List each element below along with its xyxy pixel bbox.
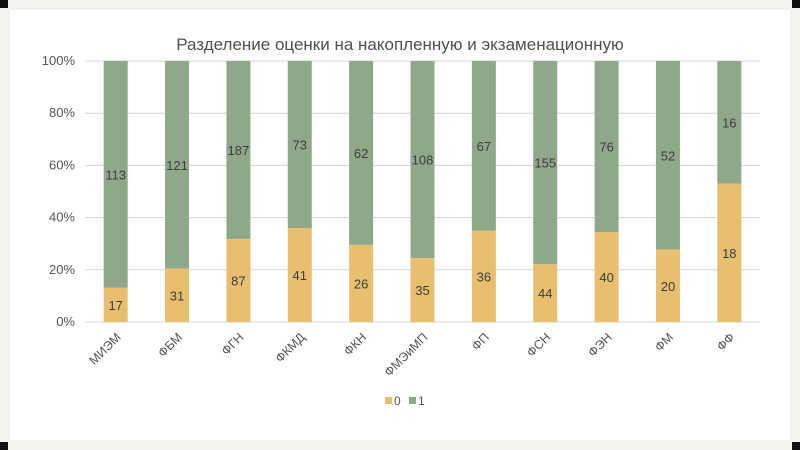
legend-item-series-1: 1 [409,394,425,408]
legend-item-series-0: 0 [385,394,401,408]
data-label-series-0: 18 [722,246,736,261]
x-category-label: ФГН [219,330,247,358]
bar-group: 36 67 [471,61,496,322]
bar-series-0 [226,239,251,322]
data-label-series-1: 108 [412,153,434,168]
x-category-label: ФКМД [273,330,308,365]
y-tick-label: 40% [49,210,75,225]
data-label-series-1: 113 [105,167,126,182]
data-label-series-1: 62 [354,146,368,161]
x-category-label: ФКН [341,330,369,358]
data-label-series-0: 26 [354,276,368,291]
bar-series-0 [410,258,435,322]
bar-series-0 [594,232,619,322]
corner-mark-bottom-right [792,442,800,450]
bar-series-0 [533,264,558,322]
bar-group: 40 76 [594,61,619,322]
data-label-series-0: 17 [108,298,122,313]
bar-series-0 [103,287,128,322]
bar-series-1 [410,61,435,259]
data-label-series-0: 36 [477,269,491,284]
y-tick-label: 20% [49,262,75,277]
data-label-series-1: 76 [599,140,613,155]
legend-label: 1 [418,394,425,408]
bar-series-1 [165,61,190,269]
bar-series-1 [655,61,680,250]
data-label-series-0: 35 [415,283,429,298]
data-label-series-1: 121 [166,158,188,173]
data-label-series-0: 40 [599,270,613,285]
x-category-label: ФМЭиМП [382,330,431,379]
data-label-series-1: 187 [228,143,250,158]
x-category-label: ФСН [524,330,553,359]
data-label-series-1: 52 [661,148,675,163]
bar-series-1 [471,61,496,231]
y-tick-label: 0% [56,314,75,329]
x-axis: МИЭМ ФБМ ФГН ФКМД ФКН ФМЭиМП ФП ФСН ФЭН ФМ ФФ [86,330,737,379]
y-tick-label: 60% [49,157,75,172]
bar-series-1 [103,61,128,288]
bars: 17 113 31 121 87 187 41 73 26 62 35 108 36 67 44 155 40 7… [103,61,742,322]
data-label-series-0: 44 [538,286,552,301]
bar-group: 26 62 [349,61,374,322]
bar-series-0 [287,228,312,322]
corner-mark-top-right [792,0,800,8]
corner-mark-top-left [0,0,8,8]
y-tick-label: 100% [42,53,76,68]
data-label-series-0: 20 [661,279,675,294]
chart-title: Разделение оценки на накопленную и экзам… [176,35,624,54]
x-category-label: ФБМ [155,330,185,360]
corner-mark-bottom-left [0,442,8,450]
bar-series-1 [287,61,312,229]
x-category-label: МИЭМ [86,330,123,367]
legend-swatch [409,397,416,404]
bar-group: 31 121 [165,61,190,322]
bar-series-0 [471,230,496,322]
data-label-series-1: 16 [722,115,736,130]
bar-series-1 [594,61,619,232]
data-label-series-1: 67 [477,139,491,154]
bar-series-1 [349,61,374,245]
data-label-series-1: 73 [293,138,307,153]
bar-series-0 [349,244,374,322]
bar-series-0 [655,249,680,322]
x-category-label: ФП [469,330,492,353]
data-label-series-0: 87 [231,274,245,289]
bar-series-1 [226,61,251,240]
y-tick-label: 80% [49,105,75,120]
bar-group: 41 73 [287,61,312,322]
data-label-series-1: 155 [534,156,556,171]
bar-series-0 [717,183,742,322]
y-axis: 0% 20% 40% 60% 80% 100% [42,53,76,329]
bar-group: 17 113 [103,61,128,322]
x-category-label: ФФ [714,330,737,353]
bar-series-0 [165,268,190,322]
data-label-series-0: 31 [170,288,184,303]
legend-label: 0 [394,394,401,408]
x-category-label: ФМ [652,330,676,354]
data-label-series-0: 41 [293,268,307,283]
x-category-label: ФЭН [585,330,614,359]
bar-group: 35 108 [410,61,435,322]
bar-series-1 [717,61,742,184]
bar-group: 44 155 [533,61,558,322]
bar-series-1 [533,61,558,265]
legend-swatch [385,397,392,404]
bar-group: 87 187 [226,61,251,322]
